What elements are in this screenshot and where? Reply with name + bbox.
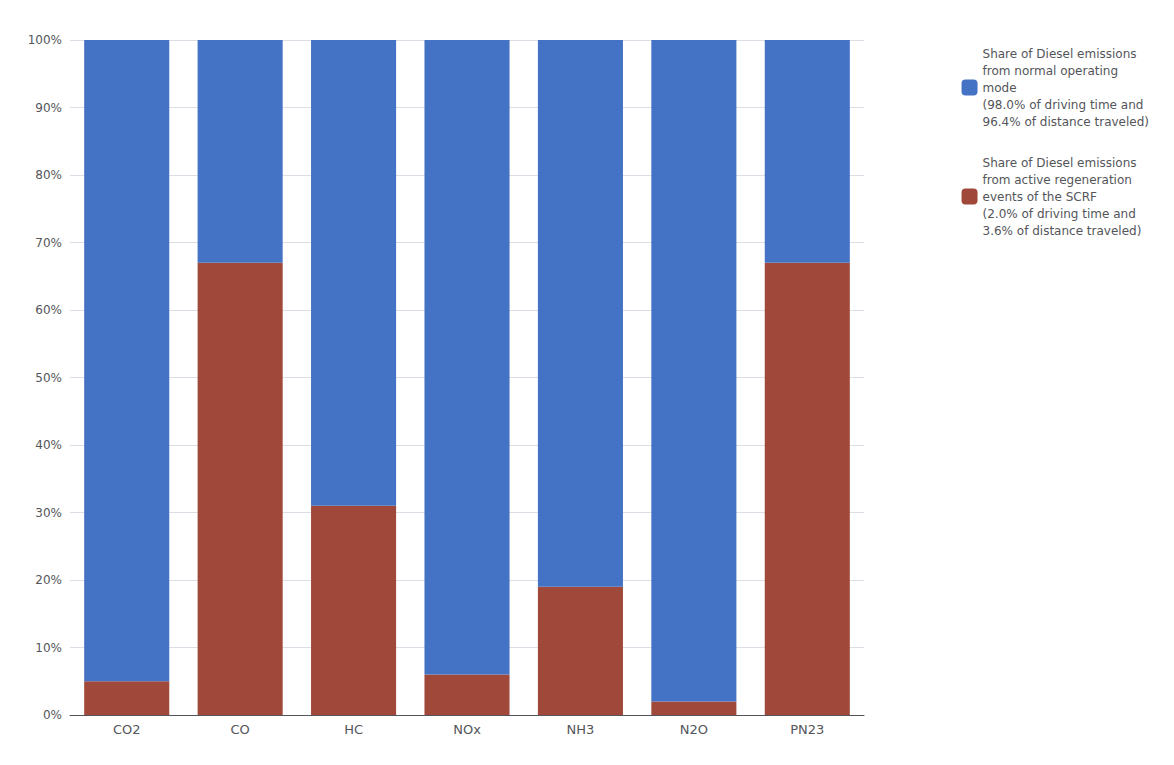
svg-text:10%: 10% — [35, 641, 62, 655]
svg-text:(2.0% of driving time and: (2.0% of driving time and — [983, 207, 1136, 221]
svg-text:90%: 90% — [35, 101, 62, 115]
svg-text:NOx: NOx — [453, 722, 481, 737]
svg-text:mode: mode — [983, 81, 1017, 95]
svg-text:HC: HC — [344, 722, 363, 737]
svg-text:0%: 0% — [43, 708, 62, 722]
svg-text:70%: 70% — [35, 236, 62, 250]
svg-text:NH3: NH3 — [567, 722, 595, 737]
svg-text:events of the SCRF: events of the SCRF — [983, 190, 1097, 204]
svg-text:40%: 40% — [35, 438, 62, 452]
svg-text:Share of Diesel emissions: Share of Diesel emissions — [983, 47, 1137, 61]
svg-text:CO2: CO2 — [113, 722, 141, 737]
svg-text:3.6% of distance traveled): 3.6% of distance traveled) — [983, 224, 1142, 238]
svg-text:from active regeneration: from active regeneration — [983, 173, 1132, 187]
svg-text:50%: 50% — [35, 371, 62, 385]
svg-text:CO: CO — [230, 722, 249, 737]
svg-text:from normal operating: from normal operating — [983, 64, 1119, 78]
svg-text:30%: 30% — [35, 506, 62, 520]
svg-text:100%: 100% — [28, 33, 62, 47]
svg-text:80%: 80% — [35, 168, 62, 182]
svg-text:PN23: PN23 — [790, 722, 824, 737]
svg-text:60%: 60% — [35, 303, 62, 317]
svg-text:(98.0% of driving time and: (98.0% of driving time and — [983, 98, 1144, 112]
svg-text:20%: 20% — [35, 573, 62, 587]
svg-text:Share of Diesel emissions: Share of Diesel emissions — [983, 156, 1137, 170]
svg-text:N2O: N2O — [680, 722, 708, 737]
svg-text:96.4% of distance traveled): 96.4% of distance traveled) — [983, 115, 1149, 129]
